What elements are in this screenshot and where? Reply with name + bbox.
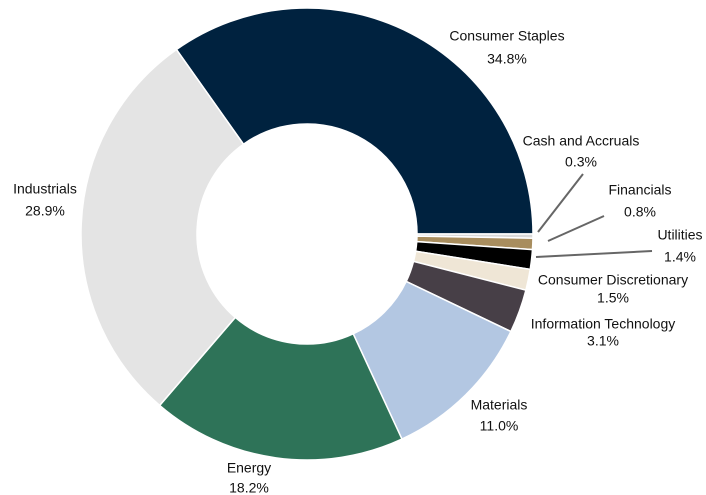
value-label: 1.5% — [597, 290, 629, 306]
leader-line — [547, 215, 605, 242]
slice — [158, 316, 403, 461]
value-label: 34.8% — [487, 51, 527, 67]
value-label: 1.4% — [664, 249, 696, 265]
slice — [80, 48, 245, 407]
value-label: 18.2% — [229, 480, 269, 495]
value-label: 0.8% — [624, 204, 656, 220]
slice-label: Financials — [608, 182, 671, 198]
value-label: 0.3% — [565, 154, 597, 170]
leader-line — [535, 250, 653, 258]
slice-label: Consumer Discretionary — [538, 272, 688, 288]
value-label: 11.0% — [480, 418, 519, 434]
slice-label: Energy — [227, 460, 271, 476]
value-label: 3.1% — [587, 333, 619, 349]
slice-label: Information Technology — [531, 316, 676, 332]
value-label: 28.9% — [25, 203, 65, 219]
slice-label: Consumer Staples — [449, 28, 564, 44]
slice-label: Industrials — [13, 181, 77, 197]
slice-label: Cash and Accruals — [523, 133, 640, 149]
slice-label: Utilities — [657, 227, 702, 243]
slice — [175, 7, 534, 235]
slice-label: Materials — [471, 397, 528, 413]
leader-line — [537, 173, 584, 233]
